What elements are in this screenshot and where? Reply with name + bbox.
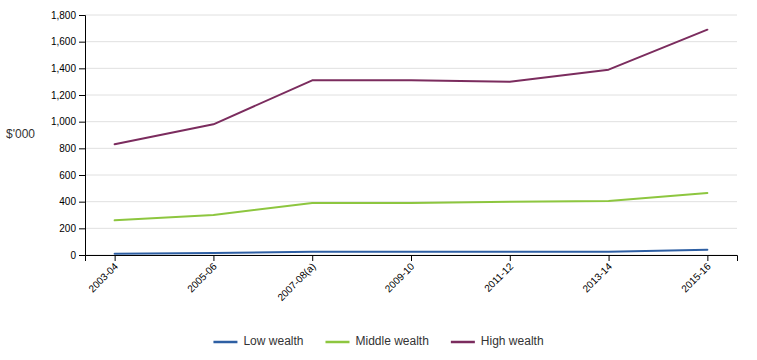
x-axis: 2003-04 2005-06 2007-08(a) 2009-10 2011-12 20…: [86, 255, 738, 303]
y-tick-mark: [79, 255, 85, 256]
x-tick-label: 2003-04: [86, 260, 120, 294]
y-axis: 0 200 400 600 800 1,000 1,200 1,400 1,600 1,800: [51, 10, 86, 261]
y-tick: 200: [59, 223, 85, 234]
x-tick-mark: [609, 255, 610, 261]
y-tick: 1,800: [51, 10, 85, 21]
legend-item: Low wealth: [213, 334, 303, 348]
y-tick-mark: [79, 42, 85, 43]
series-line: [115, 193, 708, 220]
x-tick-label: 2013-14: [580, 260, 614, 294]
x-tick: 2003-04: [86, 255, 120, 294]
grid-line: [85, 228, 737, 229]
y-tick-mark: [79, 122, 85, 123]
grid-line: [85, 68, 737, 69]
y-axis-label: $'000: [6, 127, 35, 141]
y-tick-label: 800: [59, 143, 76, 154]
legend-swatch: [213, 341, 237, 344]
grid-line: [85, 121, 737, 122]
x-tick-label: 2009-10: [383, 260, 417, 294]
x-tick-mark: [707, 255, 708, 261]
x-axis-line: [86, 256, 738, 262]
y-tick: 0: [70, 250, 85, 261]
y-tick-label: 1,000: [51, 116, 76, 127]
grid-line: [85, 175, 737, 176]
x-tick-label: 2015-16: [679, 260, 713, 294]
legend-label: Low wealth: [243, 334, 303, 348]
y-tick: 600: [59, 170, 85, 181]
legend-swatch: [451, 341, 475, 344]
grid-line: [85, 41, 737, 42]
y-tick-label: 1,800: [51, 10, 76, 21]
y-axis-line: [79, 16, 86, 256]
y-tick-label: 0: [70, 250, 76, 261]
x-tick-label: 2011-12: [482, 260, 516, 294]
x-tick: 2005-06: [185, 255, 219, 294]
x-tick: 2015-16: [679, 255, 713, 294]
legend-item: Middle wealth: [325, 334, 428, 348]
grid-line: [85, 15, 737, 16]
y-tick-label: 200: [59, 223, 76, 234]
chart-container: 0 200 400 600 800 1,000 1,200 1,400 1,600 1,800 20…: [0, 0, 757, 360]
legend-label: High wealth: [481, 334, 544, 348]
legend-swatch: [325, 341, 349, 344]
x-tick: 2007-08(a): [275, 255, 317, 303]
y-tick-label: 600: [59, 170, 76, 181]
chart: 0 200 400 600 800 1,000 1,200 1,400 1,600 1,800 20…: [0, 0, 757, 360]
x-tick: 2013-14: [580, 255, 614, 294]
grid: [85, 15, 737, 255]
y-tick: 1,400: [51, 63, 85, 74]
plot-area: [115, 30, 708, 254]
x-tick: 2011-12: [482, 255, 516, 294]
y-tick-label: 1,600: [51, 36, 76, 47]
x-tick-mark: [115, 255, 116, 261]
y-tick: 800: [59, 143, 85, 154]
y-tick: 1,000: [51, 116, 85, 127]
x-tick-mark: [411, 255, 412, 261]
y-tick-mark: [79, 95, 85, 96]
y-tick-mark: [79, 15, 85, 16]
y-tick-mark: [79, 202, 85, 203]
y-tick-mark: [79, 175, 85, 176]
series-line: [115, 30, 708, 145]
y-tick: 1,600: [51, 36, 85, 47]
y-tick-mark: [79, 68, 85, 69]
legend-label: Middle wealth: [355, 334, 428, 348]
y-tick-label: 1,200: [51, 90, 76, 101]
y-tick: 400: [59, 196, 85, 207]
x-tick-label: 2007-08(a): [275, 261, 317, 303]
legend: Low wealth Middle wealth High wealth: [213, 334, 543, 348]
series-line: [115, 250, 708, 254]
x-tick-mark: [312, 255, 313, 261]
y-tick-mark: [79, 228, 85, 229]
grid-line: [85, 95, 737, 96]
grid-line: [85, 148, 737, 149]
x-tick-label: 2005-06: [185, 260, 219, 294]
y-tick: 1,200: [51, 90, 85, 101]
y-tick-label: 1,400: [51, 63, 76, 74]
x-tick: 2009-10: [383, 255, 417, 294]
y-tick-mark: [79, 148, 85, 149]
y-tick-label: 400: [59, 196, 76, 207]
legend-item: High wealth: [451, 334, 544, 348]
x-tick-mark: [510, 255, 511, 261]
x-tick-mark: [213, 255, 214, 261]
